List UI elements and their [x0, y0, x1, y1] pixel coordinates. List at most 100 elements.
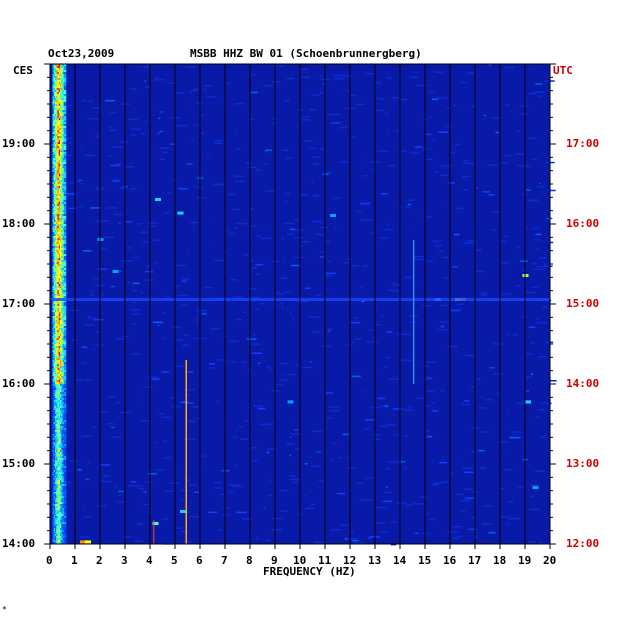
noise-streak: [268, 494, 272, 497]
noise-streak: [290, 264, 301, 267]
noise-streak: [313, 221, 323, 223]
noise-streak: [247, 166, 257, 169]
noise-streak: [265, 539, 270, 542]
low-freq-band-cell: [63, 352, 67, 354]
noise-streak: [129, 162, 132, 165]
noise-streak: [386, 461, 397, 463]
footnote-mark: *: [2, 605, 7, 614]
noise-streak: [368, 329, 374, 332]
noise-streak: [413, 71, 415, 74]
low-freq-band-cell: [63, 132, 67, 134]
noise-streak: [177, 294, 189, 297]
noise-streak: [365, 419, 376, 421]
noise-streak: [101, 293, 103, 296]
low-freq-band-cell: [63, 130, 67, 132]
noise-streak: [93, 318, 104, 321]
noise-streak: [180, 489, 188, 492]
low-freq-band-cell: [63, 244, 67, 246]
noise-streak: [191, 405, 200, 408]
noise-streak: [527, 541, 535, 543]
noise-streak: [502, 454, 505, 456]
noise-streak: [356, 103, 366, 106]
noise-streak: [327, 328, 334, 331]
right-time-label-17: 17:00: [566, 137, 600, 150]
noise-streak: [455, 207, 464, 210]
noise-streak: [302, 116, 310, 118]
noise-streak: [488, 531, 496, 534]
x-axis-label: FREQUENCY (HZ): [263, 565, 356, 578]
noise-streak: [165, 295, 170, 297]
noise-streak: [321, 78, 330, 81]
left-time-label-19: 19:00: [2, 137, 36, 150]
noise-streak: [433, 482, 442, 485]
low-freq-band-cell: [63, 346, 67, 348]
left-time-label-18: 18:00: [2, 217, 36, 230]
noise-streak: [250, 343, 261, 345]
noise-streak: [85, 379, 93, 381]
noise-streak: [349, 531, 354, 534]
noise-streak: [456, 303, 464, 305]
noise-streak: [301, 76, 310, 79]
noise-streak: [214, 139, 223, 142]
low-freq-band-cell: [63, 104, 67, 106]
noise-streak: [234, 464, 238, 467]
noise-streak: [404, 276, 415, 279]
low-freq-band-cell: [63, 488, 67, 490]
low-freq-band-cell: [63, 442, 67, 444]
noise-streak: [207, 157, 210, 159]
noise-streak: [103, 236, 114, 239]
noise-streak: [295, 364, 299, 366]
noise-streak: [146, 265, 150, 268]
noise-streak: [181, 304, 188, 306]
noise-streak: [463, 354, 465, 356]
noise-streak: [326, 171, 332, 174]
noise-streak: [170, 143, 176, 145]
noise-streak: [265, 190, 275, 192]
low-freq-band-cell: [63, 532, 67, 534]
noise-streak: [423, 214, 425, 217]
noise-streak: [102, 480, 112, 483]
noise-streak: [333, 529, 343, 531]
noise-streak: [236, 222, 248, 225]
noise-streak: [532, 239, 541, 241]
low-freq-band-cell: [63, 422, 67, 424]
noise-streak: [133, 540, 143, 543]
noise-streak: [319, 251, 327, 253]
noise-streak: [398, 150, 407, 152]
noise-streak: [111, 436, 122, 438]
low-freq-band-cell: [63, 174, 67, 176]
noise-streak: [480, 431, 490, 433]
low-freq-band-cell: [63, 258, 67, 260]
noise-streak: [70, 309, 79, 312]
x-tick-label-17: 17: [468, 554, 482, 567]
low-freq-band-cell: [63, 262, 67, 264]
noise-streak: [62, 104, 73, 107]
noise-streak: [200, 465, 202, 467]
noise-streak: [81, 435, 92, 438]
noise-streak: [128, 484, 139, 487]
noise-streak: [69, 460, 78, 462]
noise-streak: [440, 389, 445, 392]
noise-streak: [423, 365, 430, 367]
noise-streak: [117, 494, 122, 497]
noise-streak: [479, 396, 481, 398]
noise-streak: [97, 268, 108, 270]
low-freq-band-cell: [63, 404, 67, 406]
noise-streak: [471, 451, 478, 453]
noise-streak: [426, 430, 430, 432]
noise-streak: [309, 147, 317, 150]
low-freq-band-cell: [63, 148, 67, 150]
low-freq-band-cell: [63, 478, 67, 480]
noise-streak: [107, 125, 113, 128]
noise-streak: [301, 240, 310, 243]
noise-streak: [64, 137, 73, 139]
noise-streak: [531, 341, 535, 344]
low-freq-band-cell: [63, 106, 67, 108]
noise-streak: [492, 211, 501, 213]
noise-streak: [540, 402, 552, 405]
noise-streak: [187, 371, 194, 373]
low-freq-band-cell: [63, 72, 67, 74]
noise-streak: [153, 262, 158, 264]
noise-streak: [539, 257, 547, 259]
low-freq-band-cell: [63, 338, 67, 340]
